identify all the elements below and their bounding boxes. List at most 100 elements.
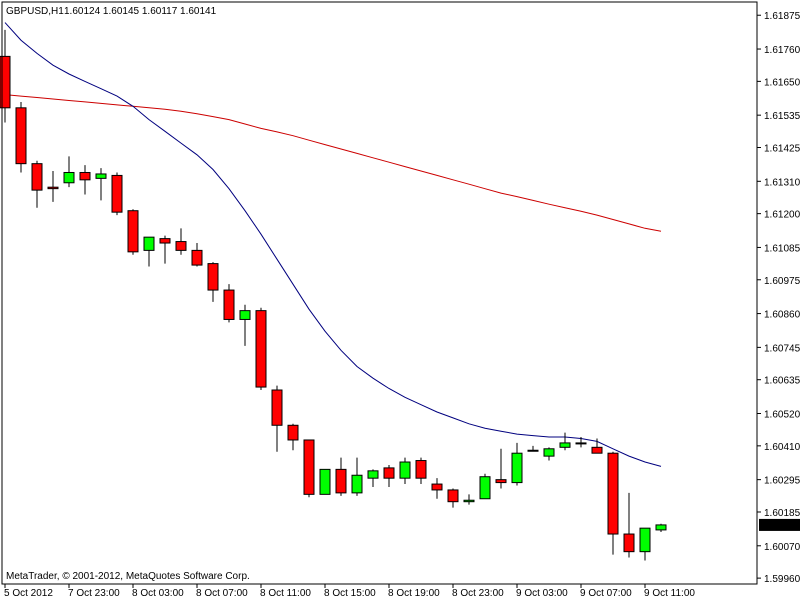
time-tick-label: 8 Oct 11:00: [260, 588, 311, 599]
candle: [559, 432, 571, 451]
candle-body-bear: [623, 533, 635, 553]
moving-average-fast-line: [4, 22, 662, 467]
price-tick-label: 1.59960: [764, 574, 800, 585]
candle-body-bear: [415, 460, 427, 479]
candle-body-bear: [159, 238, 171, 244]
candle: [303, 439, 315, 498]
time-tick-label: 8 Oct 03:00: [132, 588, 184, 599]
price-tick-label: 1.61200: [764, 210, 800, 221]
time-tick-label: 7 Oct 23:00: [68, 588, 120, 599]
candle-body-bear: [591, 446, 603, 454]
candle: [463, 494, 475, 505]
candle: [79, 165, 91, 195]
candle-body-bear: [495, 479, 507, 484]
candle: [255, 307, 267, 390]
candle-body-bear: [79, 171, 91, 181]
candle-body-bear: [31, 163, 43, 191]
time-tick-label: 8 Oct 19:00: [388, 588, 440, 599]
candle-body-bear: [255, 310, 267, 388]
plot-frame: [1, 1, 758, 585]
candle-body-bear: [271, 389, 283, 426]
current-price-tag: 1.60141: [762, 521, 799, 532]
candle-body-bull: [655, 524, 667, 531]
price-tick-label: 1.61875: [764, 11, 800, 22]
price-tick-label: 1.60975: [764, 276, 800, 287]
candle-body-bear: [15, 107, 27, 165]
candle: [15, 101, 27, 173]
candle: [143, 236, 155, 267]
candle-body-bull: [143, 236, 155, 251]
current-price-tag-bg: [759, 518, 800, 531]
candle: [511, 442, 523, 486]
price-tick-label: 1.60860: [764, 310, 800, 321]
price-tick-label: 1.60185: [764, 508, 800, 519]
time-tick-label: 9 Oct 07:00: [580, 588, 632, 599]
candle-body-bear: [431, 483, 443, 491]
candle-body-bull: [559, 442, 571, 448]
candle: [0, 29, 11, 123]
candle-body-bull: [399, 461, 411, 479]
candle-body-bull: [527, 449, 539, 452]
candle: [415, 457, 427, 485]
price-tick-label: 1.60520: [764, 410, 800, 421]
time-axis: 5 Oct 2012 7 Oct 23:00 8 Oct 03:00 8 Oct 07…: [4, 584, 695, 599]
candle-body-bear: [127, 210, 139, 253]
candle: [223, 284, 235, 323]
candle-body-bear: [223, 289, 235, 320]
candle-body-bear: [0, 55, 11, 109]
price-tick-label: 1.61650: [764, 77, 800, 88]
candle: [111, 172, 123, 216]
time-tick-label: 8 Oct 15:00: [324, 588, 376, 599]
candle: [207, 262, 219, 302]
price-tick-label: 1.60070: [764, 542, 800, 553]
candle-body-bear: [447, 489, 459, 503]
time-tick-label: 8 Oct 07:00: [196, 588, 248, 599]
time-tick-label: 9 Oct 11:00: [644, 588, 695, 599]
candle: [527, 445, 539, 452]
moving-average-slow-line: [4, 94, 662, 232]
candle-body-bear: [207, 263, 219, 291]
candle: [575, 437, 587, 448]
price-tick-label: 1.61760: [764, 45, 800, 56]
candle-body-bull: [543, 448, 555, 457]
candle: [239, 304, 251, 346]
candle: [95, 168, 107, 201]
price-tick-label: 1.61310: [764, 177, 800, 188]
candle: [31, 160, 43, 208]
candle-body-bull: [463, 499, 475, 503]
candle-body-bear: [303, 439, 315, 495]
candle-body-bear: [175, 241, 187, 251]
candle-body-bull: [63, 171, 75, 184]
candle: [447, 488, 459, 508]
candle-body-bear: [607, 452, 619, 535]
candle: [319, 468, 331, 495]
candle: [47, 171, 59, 202]
candle: [191, 243, 203, 267]
candle: [591, 438, 603, 454]
chart-ohlc-values: 1.60124 1.60145 1.60117 1.60141: [64, 6, 217, 17]
price-tick-label: 1.60635: [764, 376, 800, 387]
candle: [639, 527, 651, 561]
copyright-text: MetaTrader, © 2001-2012, MetaQuotes Soft…: [6, 571, 250, 582]
price-axis: 1.61875 1.61760 1.61650 1.61535 1.61425 1.613…: [757, 11, 800, 585]
candle-body-bull: [319, 468, 331, 495]
price-tick-label: 1.60745: [764, 343, 800, 354]
candle: [367, 469, 379, 487]
candle-body-bear: [111, 174, 123, 213]
candle: [175, 228, 187, 255]
candle: [431, 478, 443, 499]
candle-body-bull: [351, 474, 363, 494]
price-tick-label: 1.60410: [764, 442, 800, 453]
price-tick-label: 1.61425: [764, 144, 800, 155]
candle: [623, 492, 635, 558]
candle: [159, 235, 171, 264]
candles: [0, 29, 667, 561]
candle: [655, 523, 667, 532]
price-tick-label: 1.61535: [764, 111, 800, 122]
price-tick-label: 1.60295: [764, 476, 800, 487]
candle-body-bull: [639, 527, 651, 553]
time-tick-label: 5 Oct 2012: [4, 588, 53, 599]
candle-body-bull: [367, 470, 379, 479]
